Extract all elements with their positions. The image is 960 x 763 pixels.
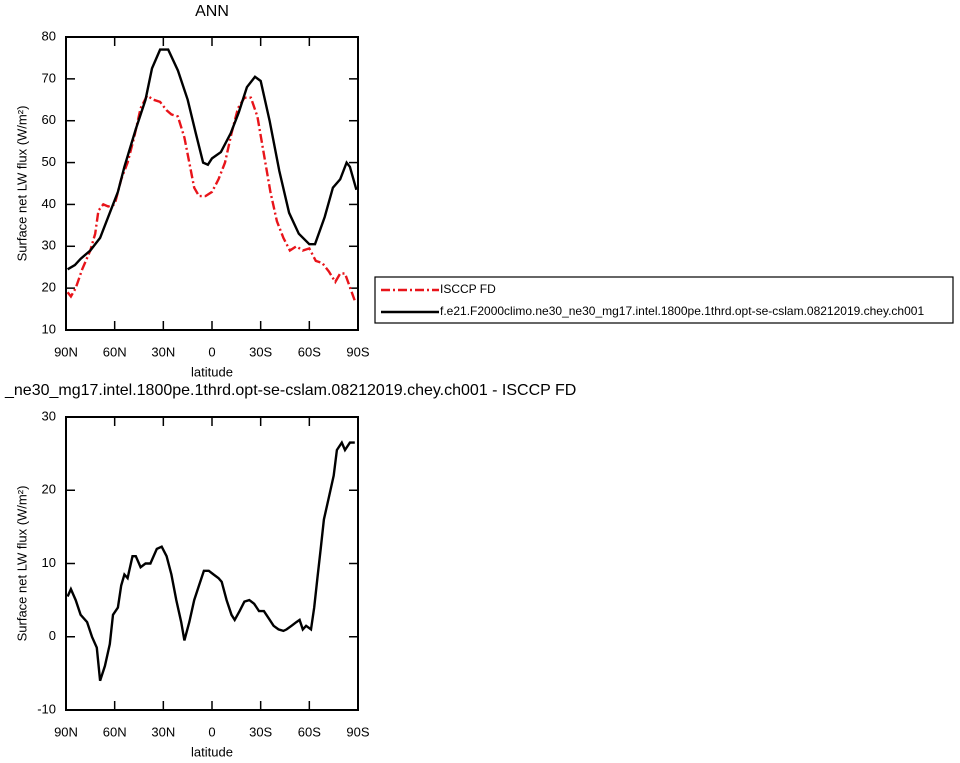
- x-tick-label: 90N: [54, 344, 78, 359]
- x-tick-label: 60S: [298, 724, 321, 739]
- x-tick-label: 30N: [151, 724, 175, 739]
- y-tick-label: 60: [42, 112, 56, 127]
- chart-title: _ne30_mg17.intel.1800pe.1thrd.opt-se-csl…: [4, 382, 576, 399]
- y-tick-label: 10: [42, 555, 56, 570]
- y-tick-label: 80: [42, 28, 56, 43]
- x-tick-label: 0: [208, 724, 215, 739]
- x-tick-label: 90S: [346, 344, 369, 359]
- legend-label: f.e21.F2000climo.ne30_ne30_mg17.intel.18…: [440, 304, 924, 318]
- x-tick-label: 60N: [103, 724, 127, 739]
- x-tick-label: 60N: [103, 344, 127, 359]
- x-axis-label: latitude: [191, 364, 233, 379]
- x-tick-label: 30S: [249, 344, 272, 359]
- y-tick-label: 30: [42, 408, 56, 423]
- x-tick-label: 30N: [151, 344, 175, 359]
- data-line: [66, 440, 355, 682]
- y-tick-label: 10: [42, 321, 56, 336]
- x-tick-label: 90N: [54, 724, 78, 739]
- legend-box: [374, 276, 954, 324]
- data-line: [66, 93, 356, 302]
- y-tick-label: -10: [37, 701, 56, 716]
- y-tick-label: 50: [42, 154, 56, 169]
- y-tick-label: 70: [42, 70, 56, 85]
- y-tick-label: 30: [42, 238, 56, 253]
- x-tick-label: 30S: [249, 724, 272, 739]
- x-tick-label: 60S: [298, 344, 321, 359]
- y-tick-label: 40: [42, 196, 56, 211]
- y-tick-label: 20: [42, 482, 56, 497]
- y-axis-label: Surface net LW flux (W/m²): [14, 486, 29, 642]
- plot-frame: [65, 416, 359, 711]
- plot-frame: [65, 36, 359, 331]
- y-tick-label: 20: [42, 280, 56, 295]
- y-tick-label: 0: [49, 628, 56, 643]
- y-axis-label: Surface net LW flux (W/m²): [14, 106, 29, 262]
- x-axis-label: latitude: [191, 744, 233, 759]
- x-tick-label: 90S: [346, 724, 369, 739]
- data-line: [67, 48, 358, 271]
- legend-label: ISCCP FD: [440, 282, 496, 296]
- x-tick-label: 0: [208, 344, 215, 359]
- chart-title: ANN: [195, 3, 229, 20]
